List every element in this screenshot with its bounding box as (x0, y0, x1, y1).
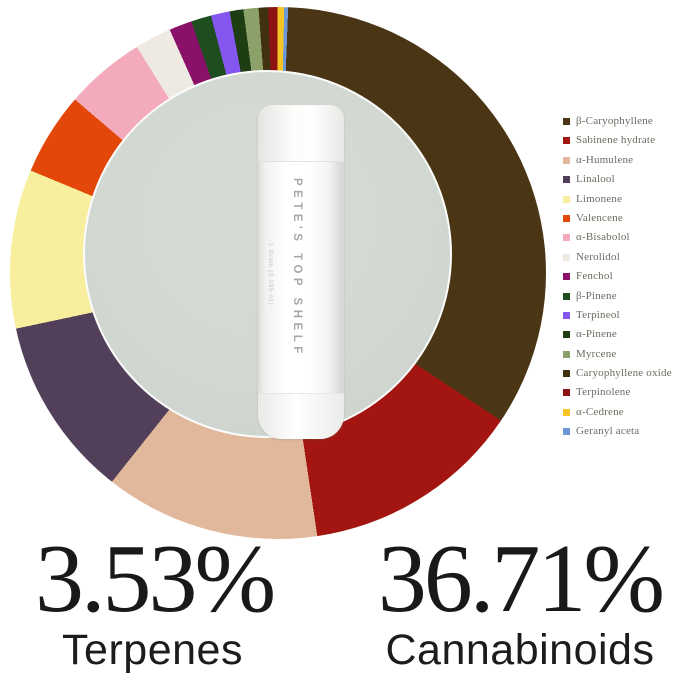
legend-item: Fenchol (563, 270, 672, 283)
legend-label: Linalool (576, 173, 615, 186)
terpenes-percentage: 3.53% (35, 525, 276, 633)
legend-swatch (563, 428, 570, 436)
legend-swatch (563, 273, 570, 281)
cannabinoids-label: Cannabinoids (385, 626, 655, 675)
legend-label: Myrcene (576, 347, 617, 360)
legend-label: α-Humulene (576, 153, 634, 166)
legend-label: Nerolidol (576, 250, 620, 263)
legend-item: Myrcene (563, 348, 672, 361)
legend-item: Terpinolene (563, 386, 672, 399)
legend-item: Geranyl aceta (563, 425, 672, 438)
legend-item: Linalool (563, 173, 672, 186)
tube-cap (258, 105, 344, 162)
product-size-vertical-label: 1 Gram (0.035 oz) (267, 243, 273, 306)
legend-swatch (563, 234, 570, 242)
tube-bottom (258, 393, 344, 439)
legend-swatch (563, 253, 570, 261)
legend-label: α-Bisabolol (576, 231, 630, 244)
legend-swatch (563, 176, 570, 184)
product-name-vertical-label: PETE'S TOP SHELF (291, 178, 303, 358)
legend-item: α-Humulene (563, 154, 672, 167)
terpenes-label: Terpenes (62, 626, 243, 675)
legend-swatch (563, 195, 570, 203)
legend-label: Terpineol (576, 308, 620, 321)
legend-item: Caryophyllene oxide (563, 367, 672, 380)
legend-swatch (563, 331, 570, 339)
legend-item: α-Bisabolol (563, 231, 672, 244)
chart-legend: β-Caryophyllene Sabinene hydrate α-Humulen… (563, 115, 672, 438)
legend-item: α-Pinene (563, 328, 672, 341)
legend-label: β-Caryophyllene (576, 115, 654, 127)
legend-swatch (563, 350, 570, 358)
legend-label: Fenchol (576, 270, 613, 283)
legend-label: Geranyl aceta (576, 425, 640, 438)
legend-label: Terpinolene (576, 386, 631, 399)
legend-swatch (563, 118, 570, 125)
legend-label: Valencene (576, 211, 623, 224)
legend-swatch (563, 408, 570, 416)
terpenes-stat: 3.53% Terpenes (35, 525, 276, 675)
legend-label: α-Cedrene (576, 405, 624, 418)
legend-swatch (563, 370, 570, 378)
cannabinoids-stat: 36.71% Cannabinoids (350, 525, 690, 675)
legend-swatch (563, 311, 570, 319)
product-tube-image: PETE'S TOP SHELF 1 Gram (0.035 oz) (258, 105, 344, 439)
product-photo-disc: PETE'S TOP SHELF 1 Gram (0.035 oz) (83, 70, 452, 439)
cannabinoids-percentage: 36.71% (377, 525, 665, 633)
legend-swatch (563, 156, 570, 164)
legend-label: α-Pinene (576, 328, 617, 341)
legend-item: Terpineol (563, 309, 672, 322)
legend-swatch (563, 137, 570, 145)
legend-item: Valencene (563, 212, 672, 225)
legend-label: Limonene (576, 192, 623, 205)
legend-item: α-Cedrene (563, 406, 672, 419)
legend-label: Sabinene hydrate (576, 134, 656, 147)
legend-item: Sabinene hydrate (563, 134, 672, 147)
legend-item: Limonene (563, 193, 672, 206)
legend-item: β-Caryophyllene (563, 115, 672, 128)
legend-label: Caryophyllene oxide (576, 367, 672, 380)
legend-swatch (563, 389, 570, 397)
legend-item: Nerolidol (563, 251, 672, 264)
legend-swatch (563, 214, 570, 222)
legend-label: β-Pinene (576, 289, 617, 302)
legend-item: β-Pinene (563, 290, 672, 303)
legend-swatch (563, 292, 570, 300)
